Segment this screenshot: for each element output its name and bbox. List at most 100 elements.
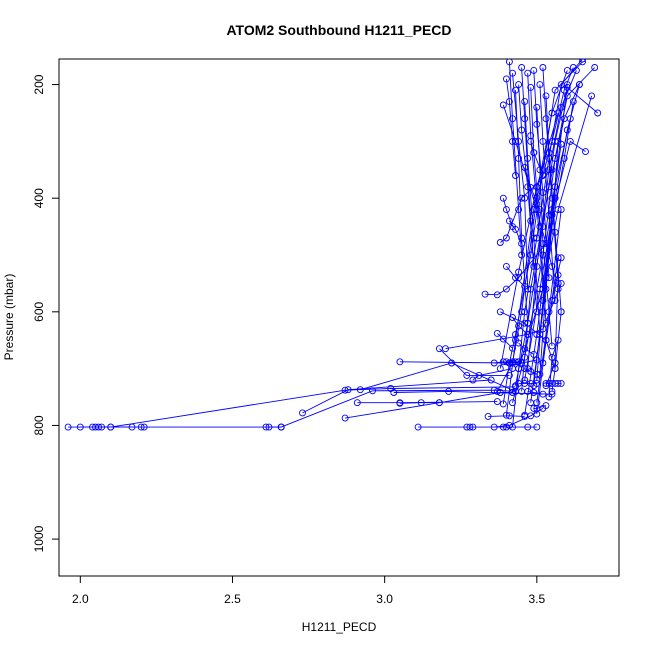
data-point bbox=[563, 81, 571, 89]
data-point bbox=[530, 149, 538, 157]
data-point bbox=[499, 194, 507, 202]
series-line bbox=[521, 67, 538, 312]
data-point bbox=[557, 206, 565, 214]
data-point bbox=[502, 262, 510, 270]
data-point bbox=[396, 358, 404, 366]
data-point bbox=[265, 423, 273, 431]
data-point bbox=[557, 379, 565, 387]
data-series bbox=[509, 314, 532, 338]
data-point bbox=[548, 379, 556, 387]
data-point bbox=[466, 423, 474, 431]
data-point bbox=[515, 206, 523, 214]
series-line bbox=[472, 368, 513, 381]
data-point bbox=[518, 64, 526, 71]
y-tick-label: 200 bbox=[32, 74, 46, 94]
data-point bbox=[533, 404, 541, 412]
data-point bbox=[509, 69, 516, 77]
data-point bbox=[542, 92, 550, 100]
series-line bbox=[530, 141, 544, 176]
data-point bbox=[539, 64, 547, 71]
data-point bbox=[533, 423, 541, 431]
data-point bbox=[502, 411, 510, 419]
x-tick-label: 2.5 bbox=[224, 592, 241, 606]
data-point bbox=[539, 359, 547, 367]
series-line bbox=[545, 274, 559, 386]
data-point bbox=[545, 379, 553, 387]
data-point bbox=[521, 164, 529, 171]
series-line bbox=[506, 266, 526, 287]
data-point bbox=[551, 365, 559, 373]
data-point bbox=[533, 370, 541, 378]
data-point bbox=[390, 389, 398, 396]
data-point bbox=[137, 423, 145, 431]
series-line bbox=[485, 144, 562, 296]
data-point bbox=[505, 98, 513, 106]
data-point bbox=[533, 200, 541, 208]
data-point bbox=[502, 234, 510, 242]
data-point bbox=[527, 368, 535, 375]
series-line bbox=[539, 84, 556, 301]
data-series bbox=[505, 59, 526, 259]
data-point bbox=[463, 371, 471, 379]
data-point bbox=[509, 314, 516, 321]
data-point bbox=[515, 137, 523, 145]
data-point bbox=[518, 240, 526, 248]
data-point bbox=[502, 75, 510, 83]
data-point bbox=[545, 166, 553, 174]
data-point bbox=[569, 98, 577, 106]
series-line bbox=[345, 392, 513, 419]
data-point bbox=[442, 345, 449, 353]
series-line bbox=[393, 390, 553, 395]
data-point bbox=[502, 285, 510, 293]
data-point bbox=[548, 342, 556, 350]
data-series bbox=[521, 365, 541, 378]
data-series bbox=[414, 423, 541, 431]
data-point bbox=[493, 291, 501, 299]
data-point bbox=[356, 386, 364, 394]
data-point bbox=[539, 172, 547, 179]
data-point bbox=[588, 92, 596, 100]
data-point bbox=[545, 211, 553, 219]
data-point bbox=[496, 365, 504, 373]
data-series bbox=[527, 137, 547, 179]
data-point bbox=[484, 412, 492, 420]
data-point bbox=[536, 223, 544, 231]
data-series bbox=[353, 398, 501, 407]
data-point bbox=[524, 423, 532, 431]
data-point bbox=[554, 279, 562, 287]
x-tick-label: 2.0 bbox=[72, 592, 89, 606]
data-point bbox=[76, 423, 84, 431]
data-point bbox=[539, 240, 547, 248]
data-point bbox=[545, 393, 553, 401]
data-point bbox=[530, 66, 538, 74]
data-point bbox=[509, 115, 516, 123]
y-tick-label: 400 bbox=[32, 188, 46, 208]
data-point bbox=[530, 234, 538, 242]
data-point bbox=[539, 189, 547, 196]
data-point bbox=[527, 137, 535, 145]
data-point bbox=[591, 64, 599, 71]
data-point bbox=[98, 423, 106, 431]
data-point bbox=[527, 183, 535, 191]
data-point bbox=[530, 389, 538, 396]
series-line bbox=[512, 73, 529, 290]
data-point bbox=[521, 308, 529, 316]
data-point bbox=[521, 98, 529, 106]
data-series bbox=[530, 402, 550, 412]
data-point bbox=[515, 339, 523, 347]
data-series bbox=[521, 98, 544, 338]
data-point bbox=[548, 206, 556, 214]
data-point bbox=[527, 217, 535, 225]
data-series bbox=[499, 194, 516, 231]
data-point bbox=[542, 402, 550, 410]
data-point bbox=[524, 331, 532, 338]
data-point bbox=[548, 353, 556, 361]
series-line bbox=[515, 90, 529, 324]
x-tick-label: 3.0 bbox=[376, 592, 393, 606]
data-point bbox=[545, 149, 553, 157]
series-line bbox=[533, 70, 550, 278]
data-point bbox=[563, 66, 571, 74]
x-axis: 2.0 2.5 3.0 3.5 bbox=[72, 575, 545, 606]
data-point bbox=[107, 423, 115, 431]
series-line bbox=[502, 198, 513, 227]
